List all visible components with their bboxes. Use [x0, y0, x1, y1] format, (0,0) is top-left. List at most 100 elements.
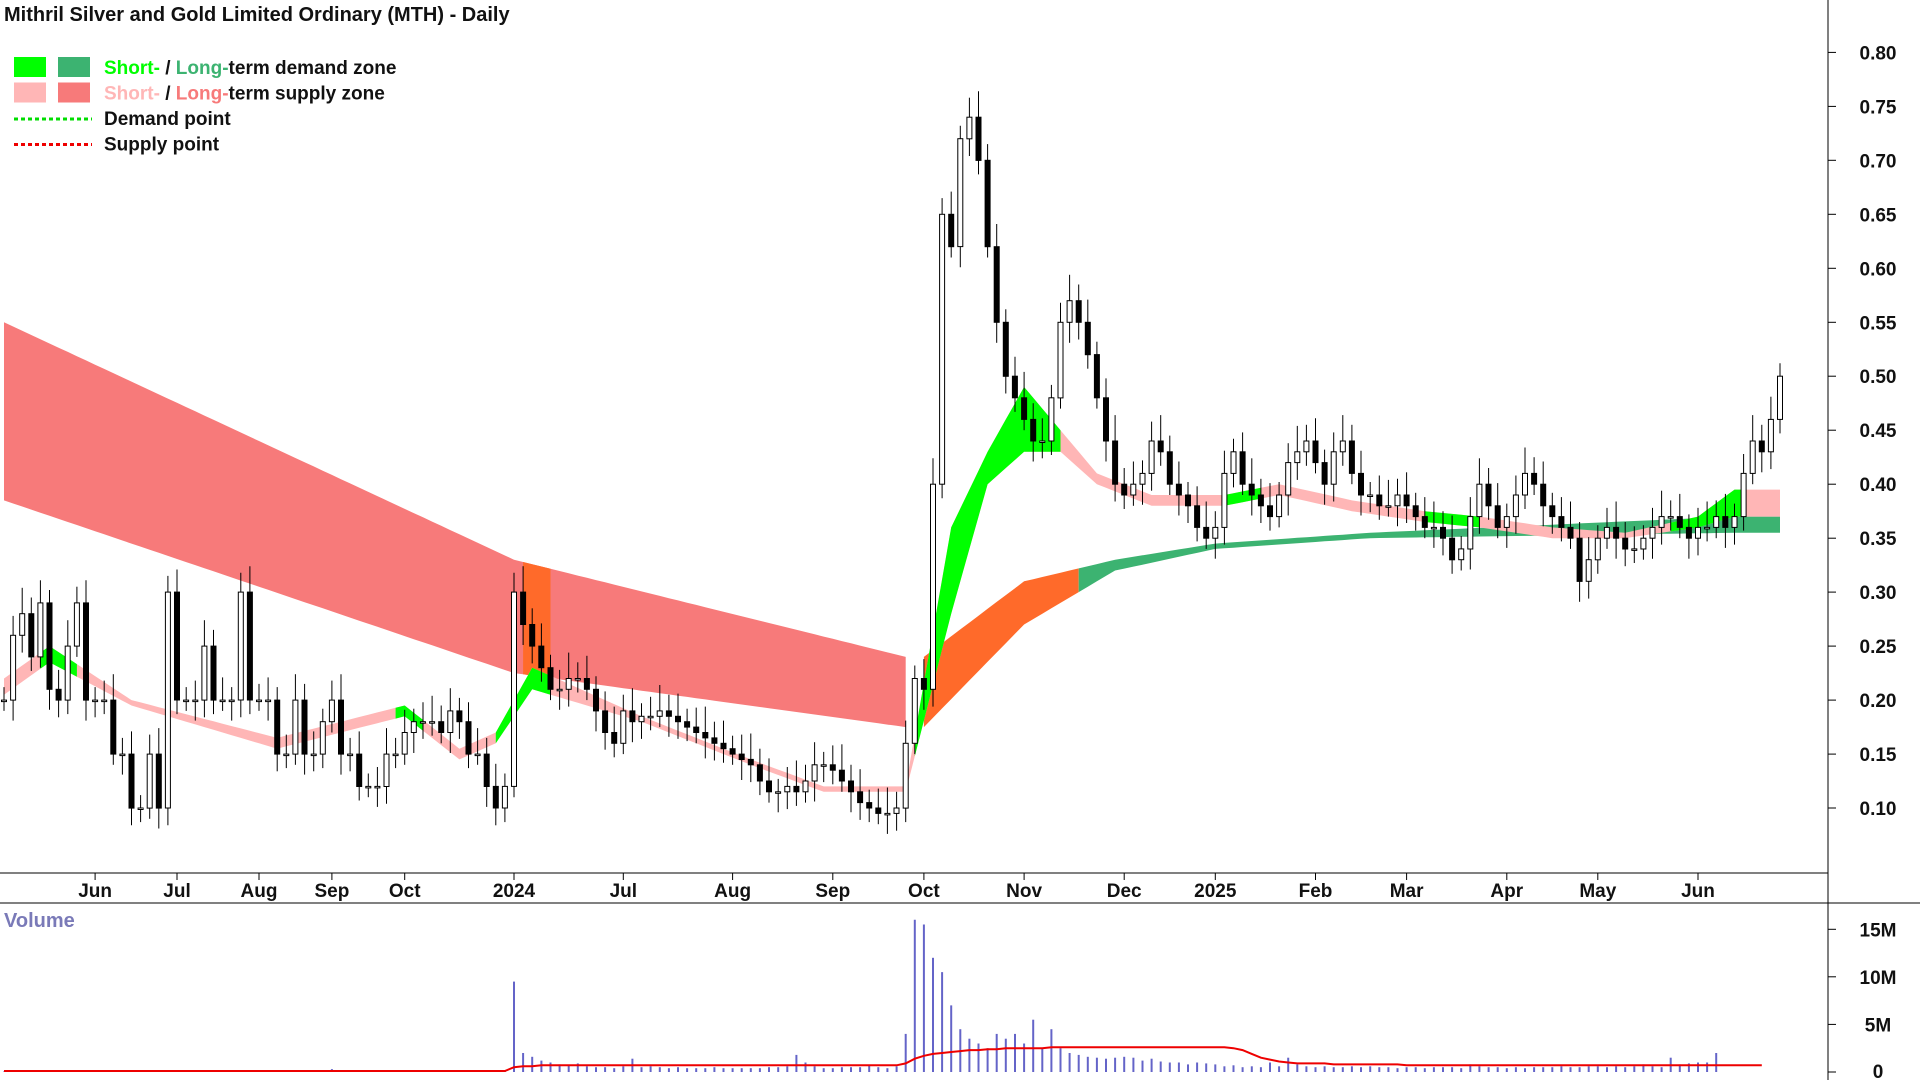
candle — [1740, 472, 1747, 518]
zone-bands — [4, 322, 1780, 792]
candle — [92, 699, 99, 703]
candle — [1203, 526, 1210, 539]
candle — [1157, 440, 1164, 453]
candle — [1576, 537, 1583, 582]
candle — [775, 791, 782, 794]
candle — [693, 726, 700, 733]
candle — [128, 753, 135, 809]
candle — [1522, 472, 1528, 496]
candle — [1704, 526, 1711, 530]
candle — [274, 699, 281, 755]
candle — [893, 807, 900, 814]
candle — [638, 715, 645, 723]
candle — [1658, 516, 1665, 528]
candle — [283, 753, 290, 757]
price-tick-label: 0.20 — [1860, 691, 1897, 712]
legend-suffix: term demand zone — [229, 58, 397, 79]
volume-tick-label: 15M — [1860, 920, 1897, 941]
candle — [930, 483, 936, 690]
candle — [784, 785, 791, 793]
price-candles — [1, 91, 1783, 834]
candle — [1631, 548, 1638, 551]
candle — [456, 710, 463, 723]
candle — [356, 753, 363, 787]
candle — [174, 591, 180, 701]
price-tick-label: 0.30 — [1860, 583, 1897, 604]
candle — [1075, 300, 1082, 323]
candle — [1758, 440, 1765, 453]
long-term-supply-zone — [4, 322, 906, 728]
candle — [866, 802, 873, 809]
candle — [957, 138, 964, 248]
candle — [1667, 516, 1674, 519]
candle — [966, 116, 973, 140]
candle — [55, 688, 62, 701]
candle — [1695, 526, 1701, 539]
candle — [711, 737, 718, 744]
candle — [1276, 494, 1283, 518]
candle — [738, 753, 745, 760]
legend-separator: / — [160, 58, 176, 79]
candle — [857, 791, 864, 804]
candle — [993, 246, 1000, 323]
candle — [1412, 505, 1419, 518]
candle — [1503, 516, 1510, 528]
candle — [838, 769, 845, 782]
legend-separator: / — [160, 84, 176, 105]
candle — [1367, 494, 1374, 497]
candle — [1294, 451, 1301, 464]
candle — [1640, 537, 1647, 550]
candle — [292, 699, 299, 755]
candle — [556, 688, 563, 692]
candle — [574, 678, 581, 681]
candle — [110, 699, 117, 755]
candle — [875, 807, 882, 814]
time-tick-label: Jul — [610, 881, 637, 902]
candle — [347, 753, 354, 757]
long-term-demand-zone-transition — [923, 568, 1079, 728]
candle — [1048, 397, 1055, 442]
candle — [684, 721, 691, 728]
candle — [911, 678, 918, 744]
candle — [1376, 494, 1383, 507]
candle — [383, 753, 390, 787]
candle — [183, 699, 190, 703]
short-term-demand-zone — [395, 705, 423, 731]
candle — [602, 710, 609, 734]
candle — [1749, 440, 1756, 474]
candle — [1139, 472, 1146, 485]
candle — [1430, 526, 1437, 530]
candle — [1030, 418, 1037, 442]
candle — [720, 742, 727, 750]
candle — [1685, 526, 1692, 539]
candle — [1676, 516, 1683, 528]
candle — [164, 591, 171, 809]
candle — [246, 591, 253, 701]
candle — [328, 699, 335, 723]
candle — [501, 785, 508, 809]
candle — [1458, 548, 1465, 561]
candle — [1348, 440, 1355, 474]
candle — [611, 732, 618, 744]
candle — [1148, 440, 1155, 474]
candle — [593, 688, 599, 712]
candle — [1021, 397, 1028, 420]
candle — [1585, 559, 1592, 582]
candle — [939, 213, 946, 485]
price-tick-label: 0.75 — [1860, 97, 1897, 118]
candle — [520, 591, 527, 625]
price-tick-label: 0.80 — [1860, 43, 1897, 64]
candle — [64, 645, 71, 701]
time-tick-label: Aug — [241, 881, 278, 902]
chart-title: Mithril Silver and Gold Limited Ordinary… — [4, 4, 510, 26]
candle — [1230, 451, 1237, 474]
price-tick-label: 0.10 — [1860, 799, 1897, 820]
candle — [392, 753, 399, 757]
price-tick-label: 0.55 — [1860, 313, 1897, 334]
candle — [1121, 483, 1128, 496]
long-term-demand-zone — [1078, 516, 1780, 593]
time-tick-label: 2024 — [493, 881, 536, 902]
candle — [1084, 321, 1091, 356]
candle — [629, 710, 636, 723]
